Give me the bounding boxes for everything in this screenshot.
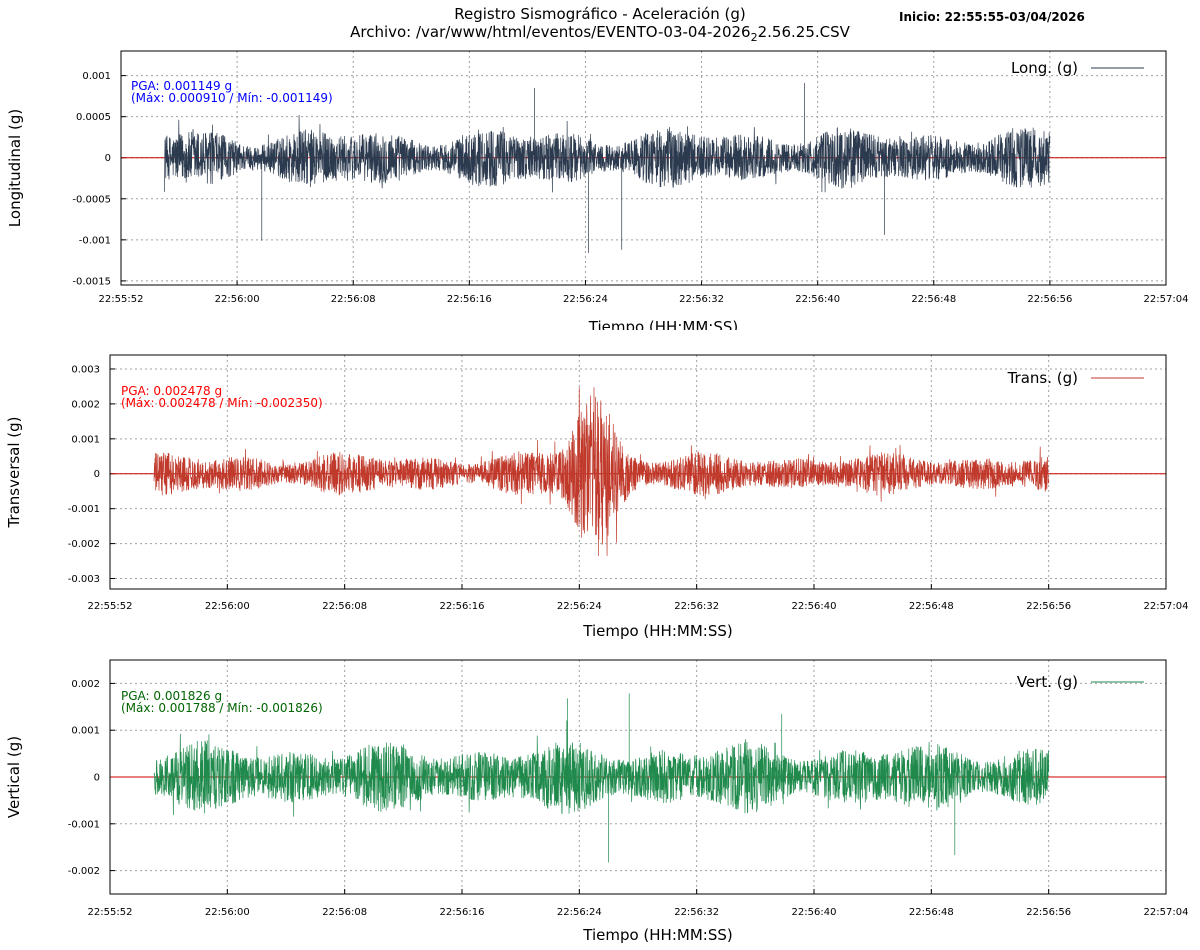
x-tick-label: 22:56:16 bbox=[447, 294, 492, 305]
x-tick-label: 22:56:32 bbox=[674, 601, 719, 612]
longitudinal-chart: 22:55:52 22:56:00 22:56:08 22:56:16 22:56:24… bbox=[6, 50, 1189, 330]
x-tick-label: 22:56:48 bbox=[909, 907, 954, 918]
y-tick-label: -0.001 bbox=[68, 504, 100, 515]
x-tick-label: 22:56:24 bbox=[557, 601, 602, 612]
y-tick-label: 0.002 bbox=[71, 399, 100, 410]
x-tick-label: 22:56:56 bbox=[1027, 294, 1072, 305]
x-tick-label: 22:56:00 bbox=[215, 294, 260, 305]
x-tick-label: 22:57:04 bbox=[1144, 601, 1189, 612]
plot-frame bbox=[109, 659, 1167, 895]
y-tick-label: -0.002 bbox=[68, 539, 100, 550]
chart-title-block: Registro Sismográfico - Aceleración (g) … bbox=[250, 5, 950, 47]
waveform-series bbox=[153, 693, 1050, 863]
y-tick-label: -0.0005 bbox=[72, 194, 111, 205]
min-max-annotation: (Máx: 0.002478 / Mín: -0.002350) bbox=[121, 396, 323, 410]
y-tick-label: 0 bbox=[105, 153, 111, 164]
y-tick-label: 0.0005 bbox=[76, 112, 111, 123]
x-tick-label: 22:55:52 bbox=[99, 294, 144, 305]
x-tick-label: 22:56:40 bbox=[792, 601, 837, 612]
x-tick-label: 22:56:56 bbox=[1026, 907, 1071, 918]
y-tick-label: 0 bbox=[94, 773, 100, 784]
x-tick-label: 22:56:16 bbox=[440, 907, 485, 918]
legend-label: Long. (g) bbox=[1011, 59, 1078, 77]
pga-annotation: PGA: 0.001149 g bbox=[131, 79, 232, 93]
x-tick-label: 22:56:08 bbox=[331, 294, 376, 305]
waveform-series bbox=[164, 83, 1051, 253]
x-tick-label: 22:56:32 bbox=[679, 294, 724, 305]
y-tick-label: -0.002 bbox=[68, 866, 100, 877]
x-axis-label: Tiempo (HH:MM:SS) bbox=[582, 926, 732, 944]
vertical-chart: 22:55:52 22:56:00 22:56:08 22:56:16 22:56:24… bbox=[5, 659, 1189, 944]
min-max-annotation: (Máx: 0.000910 / Mín: -0.001149) bbox=[131, 91, 333, 105]
y-tick-label: -0.001 bbox=[79, 235, 111, 246]
x-tick-label: 22:57:04 bbox=[1144, 294, 1189, 305]
waveform-series bbox=[153, 387, 1050, 556]
x-axis-label: Tiempo (HH:MM:SS) bbox=[588, 318, 738, 330]
x-tick-label: 22:56:32 bbox=[674, 907, 719, 918]
y-tick-label: 0.001 bbox=[82, 71, 111, 82]
y-tick-label: -0.0015 bbox=[72, 276, 111, 287]
plot-frame bbox=[120, 50, 1167, 286]
file-path: Archivo: /var/www/html/eventos/EVENTO-03… bbox=[250, 23, 950, 47]
x-axis-label: Tiempo (HH:MM:SS) bbox=[582, 622, 732, 640]
x-tick-label: 22:55:52 bbox=[88, 601, 133, 612]
plot-frame bbox=[109, 354, 1167, 590]
chart-title: Registro Sismográfico - Aceleración (g) bbox=[454, 5, 746, 23]
y-axis-label: Vertical (g) bbox=[5, 736, 23, 818]
y-tick-label: 0.002 bbox=[71, 679, 100, 690]
y-axis-label: Longitudinal (g) bbox=[6, 109, 24, 227]
start-timestamp: Inicio: 22:55:55-03/04/2026 bbox=[899, 10, 1085, 24]
y-axis-label: Transversal (g) bbox=[5, 416, 23, 528]
file-path-suffix: 2.56.25.CSV bbox=[757, 23, 850, 41]
x-tick-label: 22:56:40 bbox=[795, 294, 840, 305]
x-tick-label: 22:56:40 bbox=[792, 907, 837, 918]
x-tick-label: 22:56:00 bbox=[205, 601, 250, 612]
x-tick-label: 22:56:24 bbox=[563, 294, 608, 305]
legend-label: Trans. (g) bbox=[1007, 369, 1078, 387]
x-tick-label: 22:55:52 bbox=[88, 907, 133, 918]
y-tick-label: 0.001 bbox=[71, 434, 100, 445]
x-tick-label: 22:56:48 bbox=[909, 601, 954, 612]
x-tick-label: 22:56:48 bbox=[911, 294, 956, 305]
y-tick-label: 0.003 bbox=[71, 364, 100, 375]
file-path-prefix: Archivo: /var/www/html/eventos/EVENTO-03… bbox=[350, 23, 751, 41]
x-tick-label: 22:57:04 bbox=[1144, 907, 1189, 918]
y-tick-label: -0.003 bbox=[68, 574, 100, 585]
y-tick-label: -0.001 bbox=[68, 819, 100, 830]
x-tick-label: 22:56:56 bbox=[1026, 601, 1071, 612]
file-path-subscript: 2 bbox=[750, 31, 758, 44]
x-tick-label: 22:56:08 bbox=[322, 601, 367, 612]
x-tick-label: 22:56:24 bbox=[557, 907, 602, 918]
y-tick-label: 0.001 bbox=[71, 726, 100, 737]
pga-annotation: PGA: 0.001826 g bbox=[121, 689, 222, 703]
x-tick-label: 22:56:08 bbox=[322, 907, 367, 918]
min-max-annotation: (Máx: 0.001788 / Mín: -0.001826) bbox=[121, 701, 323, 715]
x-tick-label: 22:56:16 bbox=[440, 601, 485, 612]
pga-annotation: PGA: 0.002478 g bbox=[121, 384, 222, 398]
transversal-chart: 22:55:52 22:56:00 22:56:08 22:56:16 22:56:24… bbox=[5, 354, 1189, 640]
x-tick-label: 22:56:00 bbox=[205, 907, 250, 918]
legend-label: Vert. (g) bbox=[1017, 673, 1078, 691]
y-tick-label: 0 bbox=[94, 469, 100, 480]
